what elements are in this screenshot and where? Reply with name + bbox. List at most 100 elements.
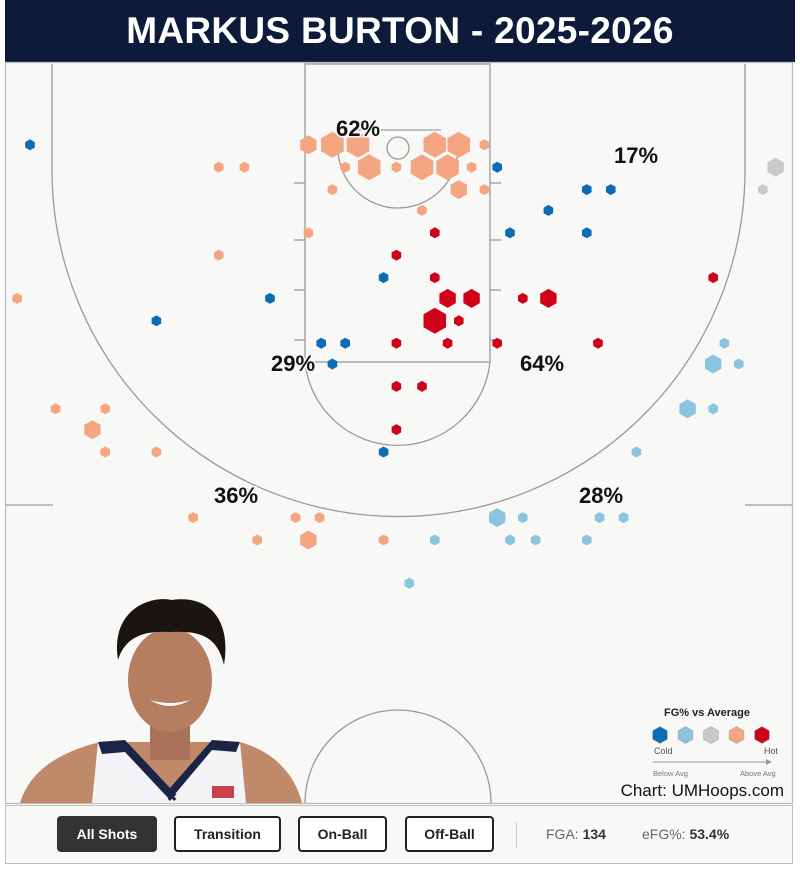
shot-hex-warm — [466, 161, 477, 173]
shot-hex-warm — [300, 530, 317, 550]
shot-hex-average — [767, 157, 784, 177]
shot-hex-warm — [447, 131, 471, 158]
shot-hex-hot — [391, 380, 402, 392]
shot-hex-cold — [606, 184, 616, 196]
shot-hex-cold — [327, 358, 338, 370]
shot-hex-warm — [423, 131, 447, 158]
shot-hex-hot — [442, 337, 453, 349]
shot-hex-warm — [391, 161, 402, 173]
shot-hex-hot — [540, 288, 557, 308]
legend-below-label: Below Avg — [653, 769, 688, 778]
shot-hex-warm — [321, 131, 344, 158]
shot-hex-warm — [100, 446, 110, 458]
legend-above-label: Above Avg — [740, 769, 776, 778]
shot-hex-warm — [436, 154, 459, 181]
shot-hex-cool — [530, 534, 541, 546]
shot-hex-hot — [430, 227, 440, 239]
three-point-line — [51, 64, 746, 518]
filter-bar: All Shots Transition On-Ball Off-Ball FG… — [5, 805, 793, 864]
shot-hex-warm — [357, 154, 381, 181]
shot-hex-warm — [340, 161, 350, 173]
chart-credit: Chart: UMHoops.com — [620, 781, 784, 800]
shot-hex-warm — [214, 161, 224, 173]
shot-hex-hot — [391, 337, 402, 349]
shot-hex-warm — [410, 154, 434, 181]
on-ball-button[interactable]: On-Ball — [298, 816, 387, 852]
all-shots-button[interactable]: All Shots — [57, 816, 157, 852]
shot-hex-warm — [290, 512, 301, 524]
zone-labels: 62% 17% 29% 64% 36% 28% — [212, 115, 659, 510]
legend-hex-warm — [728, 726, 745, 744]
shot-hex-cool — [594, 512, 605, 524]
shot-hex-cold — [582, 227, 592, 239]
legend-scale — [652, 726, 770, 744]
fga-value: 134 — [582, 826, 606, 842]
shot-hex-cool — [430, 534, 440, 546]
shot-hex-cool — [618, 512, 629, 524]
shot-hex-cool — [505, 534, 515, 546]
shot-hex-hot — [439, 288, 456, 308]
shot-hex-cold — [151, 315, 162, 327]
shot-hex-cold — [316, 337, 326, 349]
shot-hex-warm — [314, 512, 325, 524]
shot-hex-warm — [378, 534, 389, 546]
shot-hex-warm — [12, 292, 22, 304]
fga-stat: FGA: 134 — [546, 826, 606, 842]
center-circle — [304, 709, 492, 804]
hex-layer — [12, 131, 784, 589]
lane — [304, 63, 491, 363]
legend-hex-hot — [754, 726, 770, 744]
shot-hex-cold — [25, 139, 35, 151]
shot-hex-cool — [489, 508, 506, 528]
shot-hex-cold — [505, 227, 515, 239]
shot-hex-warm — [50, 403, 61, 415]
shot-hex-warm — [214, 249, 224, 261]
legend-hot-label: Hot — [764, 746, 779, 756]
zone-label-rim: 62% — [336, 116, 380, 141]
zone-label-left-three: 36% — [214, 483, 258, 508]
shot-hex-warm — [151, 446, 162, 458]
legend-hex-cold — [652, 726, 668, 744]
zone-label-right-baseline-mid: 17% — [614, 143, 658, 168]
shot-hex-warm — [450, 180, 467, 200]
shot-hex-cold — [582, 184, 592, 196]
efg-label: eFG%: — [642, 826, 686, 842]
shot-hex-hot — [417, 380, 427, 392]
shot-hex-warm — [479, 139, 490, 151]
shot-hex-hot — [463, 288, 480, 308]
legend-hex-average — [703, 726, 719, 744]
hoop — [386, 136, 410, 160]
shot-hex-cool — [719, 337, 730, 349]
shot-hex-hot — [430, 272, 440, 284]
shot-hex-warm — [252, 534, 262, 546]
shot-hex-cold — [378, 446, 389, 458]
shot-hex-hot — [423, 307, 447, 334]
efg-stat: eFG%: 53.4% — [642, 826, 729, 842]
shot-hex-hot — [492, 337, 502, 349]
efg-value: 53.4% — [689, 826, 730, 842]
shot-hex-warm — [303, 227, 314, 239]
shot-hex-warm — [300, 135, 317, 155]
shot-hex-cold — [492, 161, 502, 173]
divider — [516, 822, 517, 848]
free-throw-circle — [304, 361, 491, 447]
shot-hex-average — [758, 184, 768, 196]
svg-text:✖: ✖ — [167, 790, 177, 804]
shot-hex-warm — [84, 420, 101, 440]
shot-hex-hot — [708, 272, 718, 284]
transition-button[interactable]: Transition — [174, 816, 281, 852]
off-ball-button[interactable]: Off-Ball — [405, 816, 494, 852]
shot-hex-cold — [378, 272, 389, 284]
shot-hex-warm — [417, 204, 427, 216]
zone-label-right-three: 28% — [579, 483, 623, 508]
shot-hex-hot — [454, 315, 464, 327]
shot-hex-hot — [391, 249, 402, 261]
shot-hex-cool — [582, 534, 592, 546]
shot-hex-cool — [518, 512, 528, 524]
shot-hex-cool — [404, 577, 414, 589]
shot-hex-hot — [593, 337, 603, 349]
legend-title: FG% vs Average — [663, 707, 750, 719]
shot-hex-hot — [391, 424, 402, 436]
shot-hex-cold — [265, 292, 275, 304]
